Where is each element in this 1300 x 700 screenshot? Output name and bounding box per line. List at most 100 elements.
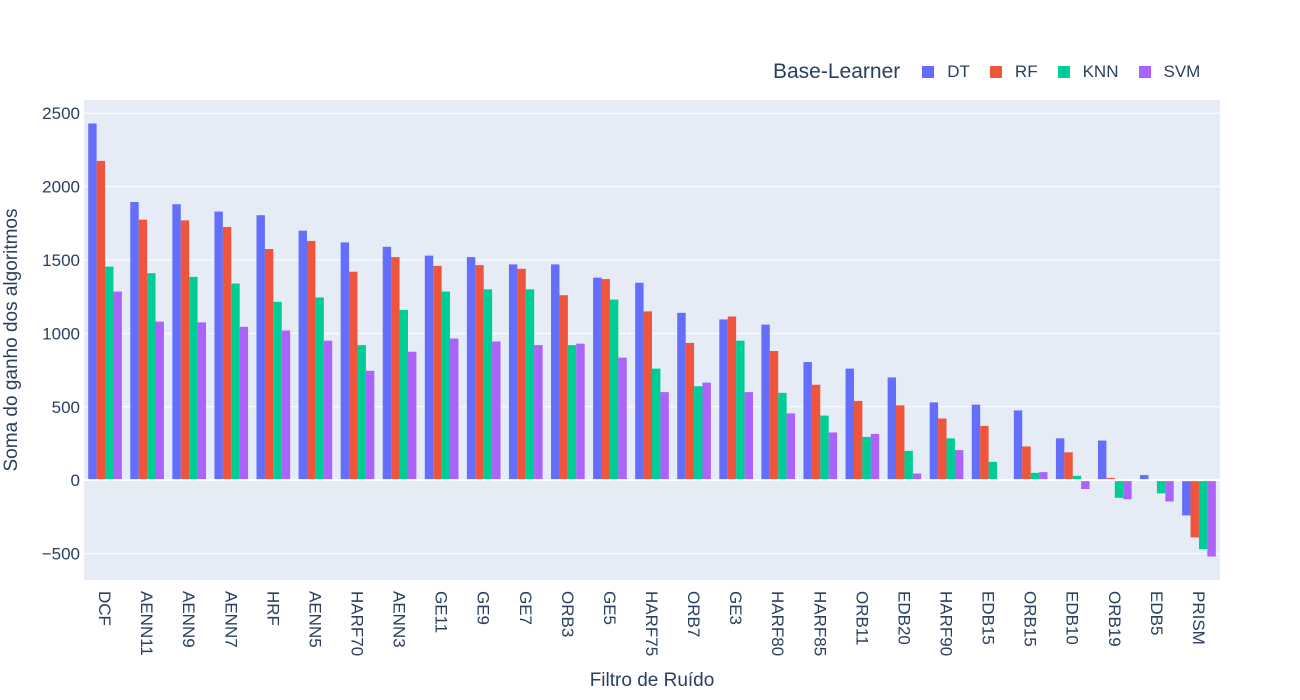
bar-orb3-svm <box>576 343 585 481</box>
legend-item-svm[interactable]: SVM <box>1138 62 1200 82</box>
bar-ge3-dt <box>719 319 728 481</box>
bar-aenn7-dt <box>214 211 223 481</box>
bar-orb11-dt <box>845 368 854 481</box>
x-tick-label-orb3: ORB3 <box>558 591 577 637</box>
x-tick-labels: DCF AENN11 AENN9 AENN7 HRF AENN5 HARF70 AENN3 GE… <box>95 591 1208 656</box>
x-tick-label-ge11: GE11 <box>432 591 451 633</box>
bar-ge3-svm <box>744 392 753 481</box>
bar-harf75-svm <box>660 392 669 481</box>
bar-orb7-svm <box>702 382 711 481</box>
bar-harf85-rf <box>811 384 821 481</box>
y-tick-label: 0 <box>71 471 80 490</box>
bar-harf75-rf <box>643 311 652 481</box>
bar-aenn7-knn <box>231 283 240 481</box>
bar-aenn7-rf <box>222 226 232 481</box>
bar-orb15-knn <box>1030 472 1040 481</box>
bar-harf75-knn <box>652 368 661 481</box>
bar-aenn5-dt <box>298 230 307 481</box>
bar-edb10-svm <box>1081 480 1090 489</box>
legend-swatch-rf <box>989 66 1002 78</box>
legend-label-knn: KNN <box>1082 62 1119 81</box>
bar-harf80-dt <box>761 324 770 481</box>
bar-harf70-svm <box>365 370 375 481</box>
x-tick-label-ge3: GE3 <box>726 591 745 625</box>
bar-orb3-knn <box>567 345 577 481</box>
bar-harf70-dt <box>340 242 350 481</box>
legend-item-knn[interactable]: KNN <box>1057 62 1119 82</box>
bar-dcf-rf <box>96 160 106 481</box>
bar-ge9-knn <box>483 289 493 481</box>
x-tick-label-hrf: HRF <box>263 591 282 626</box>
y-tick-label: 2000 <box>42 178 80 197</box>
x-tick-label-aenn3: AENN3 <box>390 591 409 648</box>
x-tick-label-orb15: ORB15 <box>1021 591 1040 647</box>
bar-ge7-knn <box>525 289 535 481</box>
bar-hrf-knn <box>273 301 282 481</box>
bar-harf85-svm <box>828 432 838 481</box>
bar-edb15-rf <box>980 425 989 481</box>
legend-item-rf[interactable]: RF <box>989 62 1038 82</box>
x-tick-label-harf85: HARF85 <box>810 591 829 656</box>
bar-harf80-knn <box>778 392 787 481</box>
bar-aenn11-rf <box>138 219 148 481</box>
x-tick-label-aenn9: AENN9 <box>179 591 198 648</box>
x-tick-label-ge5: GE5 <box>600 591 619 625</box>
bar-orb11-rf <box>853 400 863 481</box>
y-tick-label: 500 <box>52 398 80 417</box>
bar-ge11-rf <box>433 265 442 481</box>
x-tick-label-harf90: HARF90 <box>937 591 956 656</box>
bar-harf70-rf <box>349 271 358 481</box>
y-tick-label: 1500 <box>42 251 80 270</box>
bar-ge3-rf <box>727 316 737 481</box>
bar-aenn3-svm <box>407 351 417 481</box>
bar-aenn11-knn <box>147 273 156 481</box>
x-axis-title: Filtro de Ruído <box>589 670 715 691</box>
bar-aenn9-knn <box>189 276 198 481</box>
legend-item-dt[interactable]: DT <box>922 62 970 82</box>
bar-harf90-dt <box>929 402 939 481</box>
legend-swatch-dt <box>922 66 935 78</box>
bar-ge5-svm <box>618 357 627 481</box>
bar-dcf-knn <box>105 266 114 481</box>
bar-harf85-dt <box>803 362 812 481</box>
bar-ge7-svm <box>534 345 543 481</box>
bar-edb10-dt <box>1055 438 1065 481</box>
bars <box>88 123 1216 557</box>
bar-prism-svm <box>1207 480 1216 557</box>
bar-edb20-dt <box>887 377 897 481</box>
bar-orb15-svm <box>1039 472 1048 481</box>
x-tick-label-edb5: EDB5 <box>1147 591 1166 635</box>
bar-harf85-knn <box>820 415 829 481</box>
bar-hrf-rf <box>264 248 274 481</box>
bar-edb5-dt <box>1140 475 1149 481</box>
x-tick-label-prism: PRISM <box>1189 591 1208 645</box>
bar-ge11-svm <box>450 338 459 481</box>
bar-dcf-dt <box>88 123 97 481</box>
bar-edb10-rf <box>1064 452 1073 481</box>
bar-orb3-rf <box>559 295 568 481</box>
bar-edb20-knn <box>904 450 913 481</box>
bar-edb15-dt <box>971 404 981 481</box>
legend: Base-Learner DT RF KNN SVM <box>773 58 1220 86</box>
bar-ge7-dt <box>508 264 518 481</box>
bar-prism-knn <box>1198 480 1208 550</box>
bar-orb15-rf <box>1022 446 1031 481</box>
x-tick-label-aenn5: AENN5 <box>305 591 324 648</box>
x-tick-label-edb20: EDB20 <box>894 591 913 645</box>
bar-harf90-knn <box>946 438 955 481</box>
legend-label-dt: DT <box>947 62 970 81</box>
bar-edb5-knn <box>1156 480 1166 494</box>
legend-label-rf: RF <box>1014 62 1038 81</box>
y-tick-labels: 2500 2000 1500 1000 500 0 −500 <box>42 104 80 563</box>
bar-orb19-rf <box>1106 477 1115 481</box>
x-tick-label-orb19: ORB19 <box>1105 591 1124 647</box>
legend-swatch-svm <box>1138 66 1151 78</box>
bar-harf90-rf <box>938 418 947 481</box>
x-tick-label-orb7: ORB7 <box>684 591 703 637</box>
bar-aenn11-dt <box>130 202 139 481</box>
x-tick-label-harf80: HARF80 <box>768 591 787 656</box>
bar-ge5-knn <box>609 299 619 481</box>
bar-aenn11-svm <box>155 321 164 481</box>
bar-edb5-svm <box>1165 480 1174 502</box>
bar-orb11-knn <box>862 436 871 481</box>
